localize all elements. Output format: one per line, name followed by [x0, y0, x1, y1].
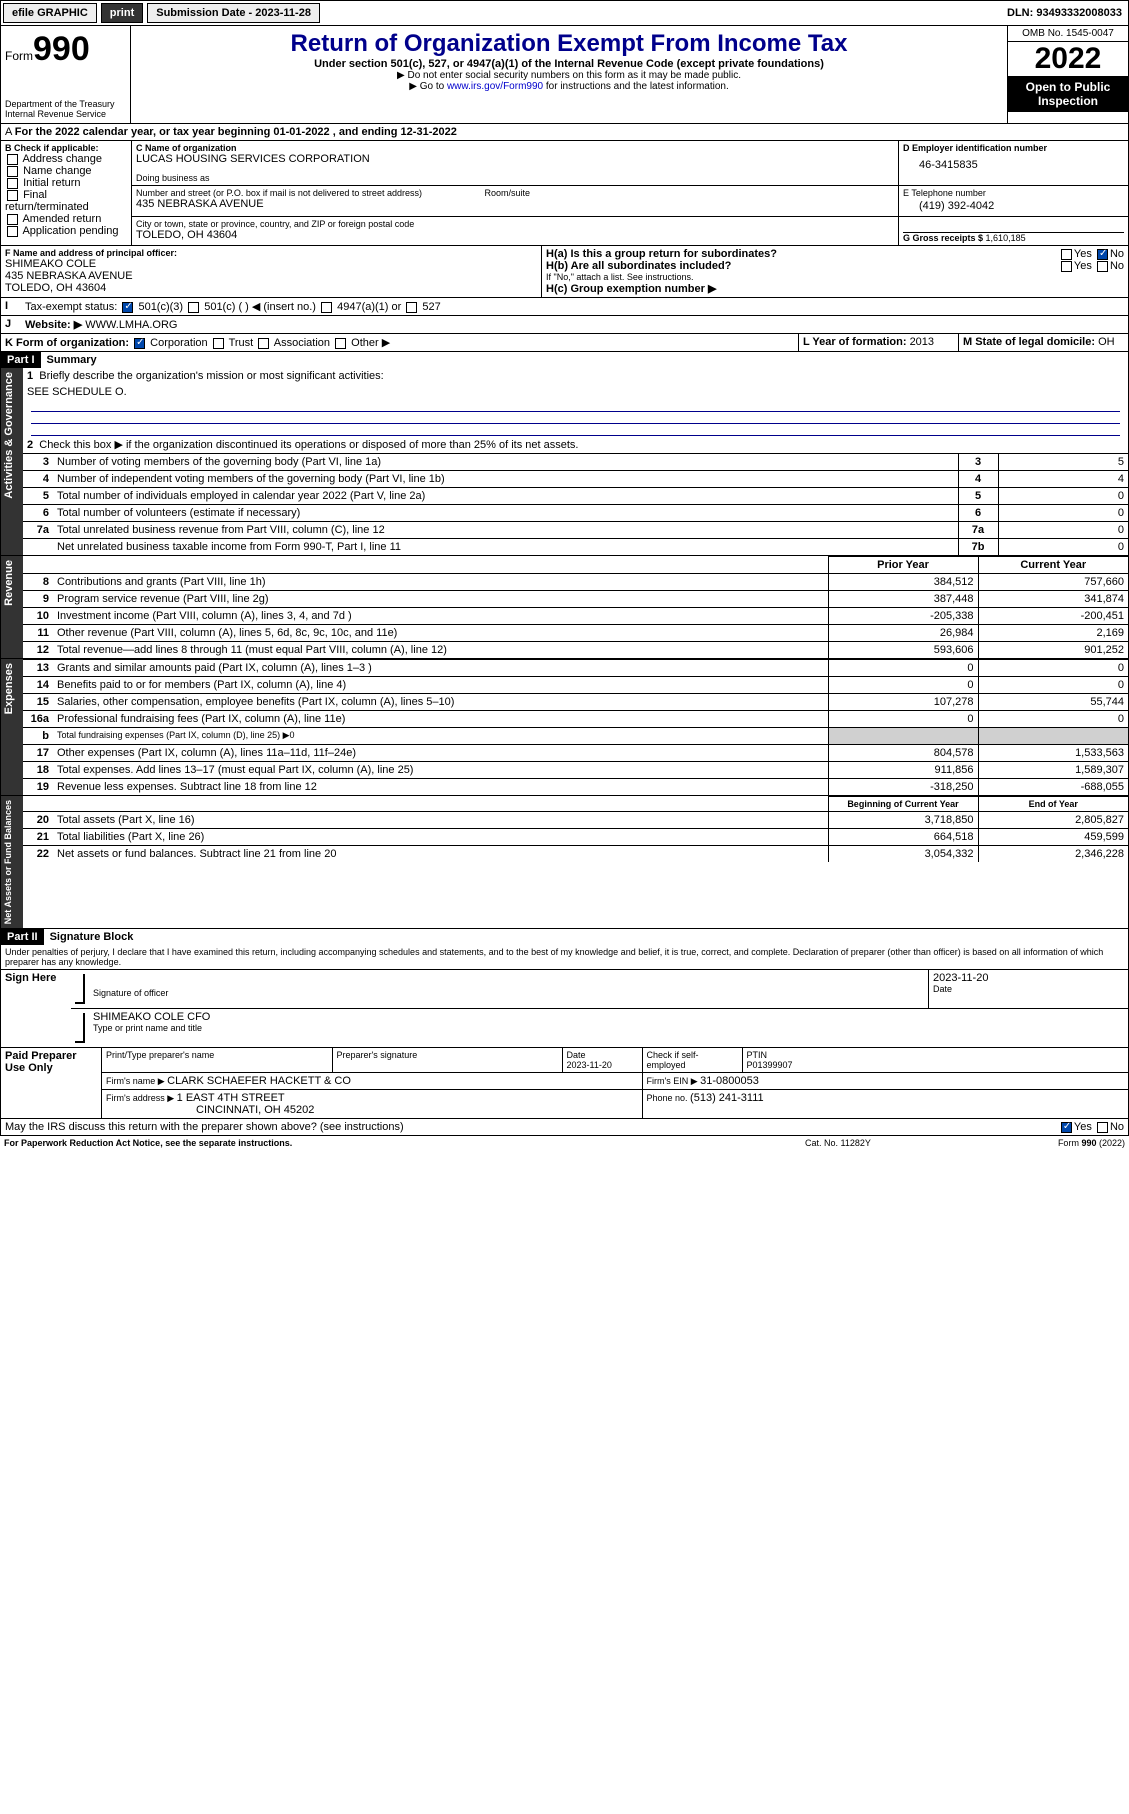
- sign-here-label: Sign Here: [1, 970, 71, 1047]
- form-label: Form: [5, 49, 33, 63]
- revenue-table: Prior YearCurrent Year 8Contributions an…: [23, 556, 1128, 658]
- section-revenue: Revenue: [1, 556, 17, 610]
- box-c-name-label: C Name of organization: [136, 143, 894, 153]
- section-expenses: Expenses: [1, 659, 17, 718]
- line-k: K Form of organization: Corporation Trus…: [1, 334, 798, 351]
- paid-preparer-label: Paid Preparer Use Only: [1, 1048, 101, 1118]
- netassets-table: Beginning of Current YearEnd of Year 20T…: [23, 796, 1128, 862]
- form-title: Return of Organization Exempt From Incom…: [135, 30, 1003, 58]
- dba-label: Doing business as: [136, 173, 894, 183]
- tax-year: 2022: [1008, 42, 1128, 76]
- addr-label: Number and street (or P.O. box if mail i…: [136, 188, 894, 198]
- box-b: B Check if applicable: Address change Na…: [1, 141, 131, 245]
- section-netassets: Net Assets or Fund Balances: [1, 796, 15, 928]
- line-j: Website: ▶ WWW.LMHA.ORG: [21, 316, 1128, 333]
- dept-treasury: Department of the Treasury Internal Reve…: [5, 99, 126, 119]
- sig-officer-label: Signature of officer: [93, 988, 924, 998]
- paperwork-notice: For Paperwork Reduction Act Notice, see …: [4, 1138, 805, 1148]
- subtitle-2: ▶ Do not enter social security numbers o…: [135, 70, 1003, 81]
- governance-table: 3Number of voting members of the governi…: [23, 453, 1128, 555]
- part-i-title: Summary: [41, 352, 103, 368]
- line-i: Tax-exempt status: 501(c)(3) 501(c) ( ) …: [21, 298, 1128, 315]
- declaration: Under penalties of perjury, I declare th…: [1, 945, 1128, 969]
- org-addr: 435 NEBRASKA AVENUE: [136, 198, 894, 210]
- top-bar: efile GRAPHIC print Submission Date - 20…: [0, 0, 1129, 26]
- section-governance: Activities & Governance: [1, 368, 17, 503]
- expenses-table: 13Grants and similar amounts paid (Part …: [23, 659, 1128, 795]
- may-discuss: May the IRS discuss this return with the…: [1, 1119, 1128, 1135]
- line-2: Check this box ▶ if the organization dis…: [39, 439, 578, 451]
- dln: DLN: 93493332008033: [1001, 4, 1128, 22]
- box-h: H(a) Is this a group return for subordin…: [541, 246, 1128, 297]
- line-1-value: SEE SCHEDULE O.: [23, 384, 1128, 400]
- box-e: E Telephone number (419) 392-4042: [898, 186, 1128, 216]
- part-ii-title: Signature Block: [44, 929, 140, 945]
- box-d: D Employer identification number 46-3415…: [898, 141, 1128, 185]
- part-ii-header: Part II: [1, 929, 44, 945]
- line-m: M State of legal domicile: OH: [958, 334, 1128, 351]
- box-g: G Gross receipts $ 1,610,185: [898, 217, 1128, 245]
- sig-date: 2023-11-20: [933, 972, 1124, 984]
- subtitle-3: ▶ Go to www.irs.gov/Form990 for instruct…: [135, 81, 1003, 92]
- city-label: City or town, state or province, country…: [136, 219, 894, 229]
- form-number: 990: [33, 30, 90, 68]
- part-i-header: Part I: [1, 352, 41, 368]
- irs-link[interactable]: www.irs.gov/Form990: [447, 81, 543, 92]
- submission-date: Submission Date - 2023-11-28: [147, 3, 320, 23]
- preparer-table: Print/Type preparer's name Preparer's si…: [102, 1048, 1128, 1118]
- cat-number: Cat. No. 11282Y: [805, 1138, 1005, 1148]
- org-city: TOLEDO, OH 43604: [136, 229, 894, 241]
- subtitle-1: Under section 501(c), 527, or 4947(a)(1)…: [135, 58, 1003, 70]
- line-a: A For the 2022 calendar year, or tax yea…: [1, 124, 1128, 140]
- print-button[interactable]: print: [101, 3, 143, 23]
- box-f: F Name and address of principal officer:…: [1, 246, 541, 297]
- form-footer: Form 990 (2022): [1005, 1138, 1125, 1148]
- efile-label: efile GRAPHIC: [3, 3, 97, 23]
- line-1: Briefly describe the organization's miss…: [39, 370, 383, 382]
- officer-name: SHIMEAKO COLE CFO: [93, 1011, 1124, 1023]
- line-l: L Year of formation: 2013: [798, 334, 958, 351]
- omb-number: OMB No. 1545-0047: [1008, 26, 1128, 42]
- org-name: LUCAS HOUSING SERVICES CORPORATION: [136, 153, 894, 165]
- open-inspection: Open to Public Inspection: [1008, 76, 1128, 112]
